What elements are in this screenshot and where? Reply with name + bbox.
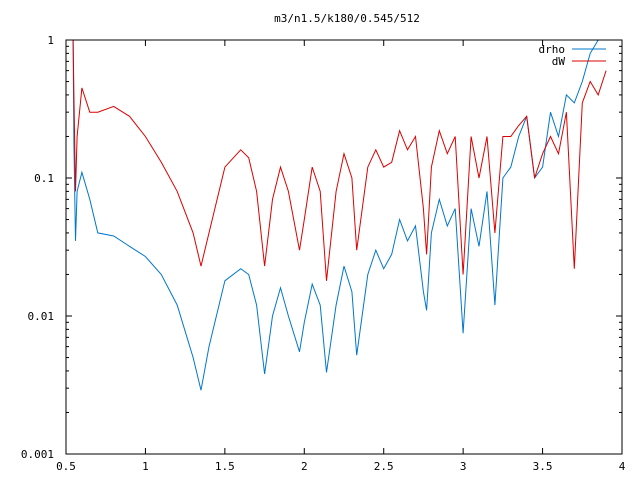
- legend-label-dW: dW: [552, 55, 566, 68]
- x-tick-label: 4: [619, 460, 626, 473]
- x-tick-label: 0.5: [56, 460, 76, 473]
- x-tick-label: 3: [460, 460, 467, 473]
- series-layer: [72, 39, 607, 391]
- series-line-dW: [72, 39, 607, 281]
- x-tick-label: 1.5: [215, 460, 235, 473]
- y-tick-label: 0.1: [34, 172, 54, 185]
- legend: drho dW: [539, 43, 606, 68]
- x-tick-label: 1: [142, 460, 149, 473]
- series-line-drho: [72, 39, 607, 391]
- axes-layer: 0.5 1 1.5 2 2.5 3 3.5 4 1 0.1 0.01 0.001: [21, 34, 626, 473]
- chart-title: m3/n1.5/k180/0.545/512: [274, 12, 420, 25]
- y-tick-label: 1: [47, 34, 54, 47]
- y-tick-label: 0.001: [21, 448, 54, 461]
- legend-label-drho: drho: [539, 43, 566, 56]
- x-tick-label: 3.5: [533, 460, 553, 473]
- y-tick-label: 0.01: [28, 310, 55, 323]
- plot-frame: [65, 39, 623, 455]
- x-tick-label: 2.5: [374, 460, 394, 473]
- x-tick-label: 2: [301, 460, 308, 473]
